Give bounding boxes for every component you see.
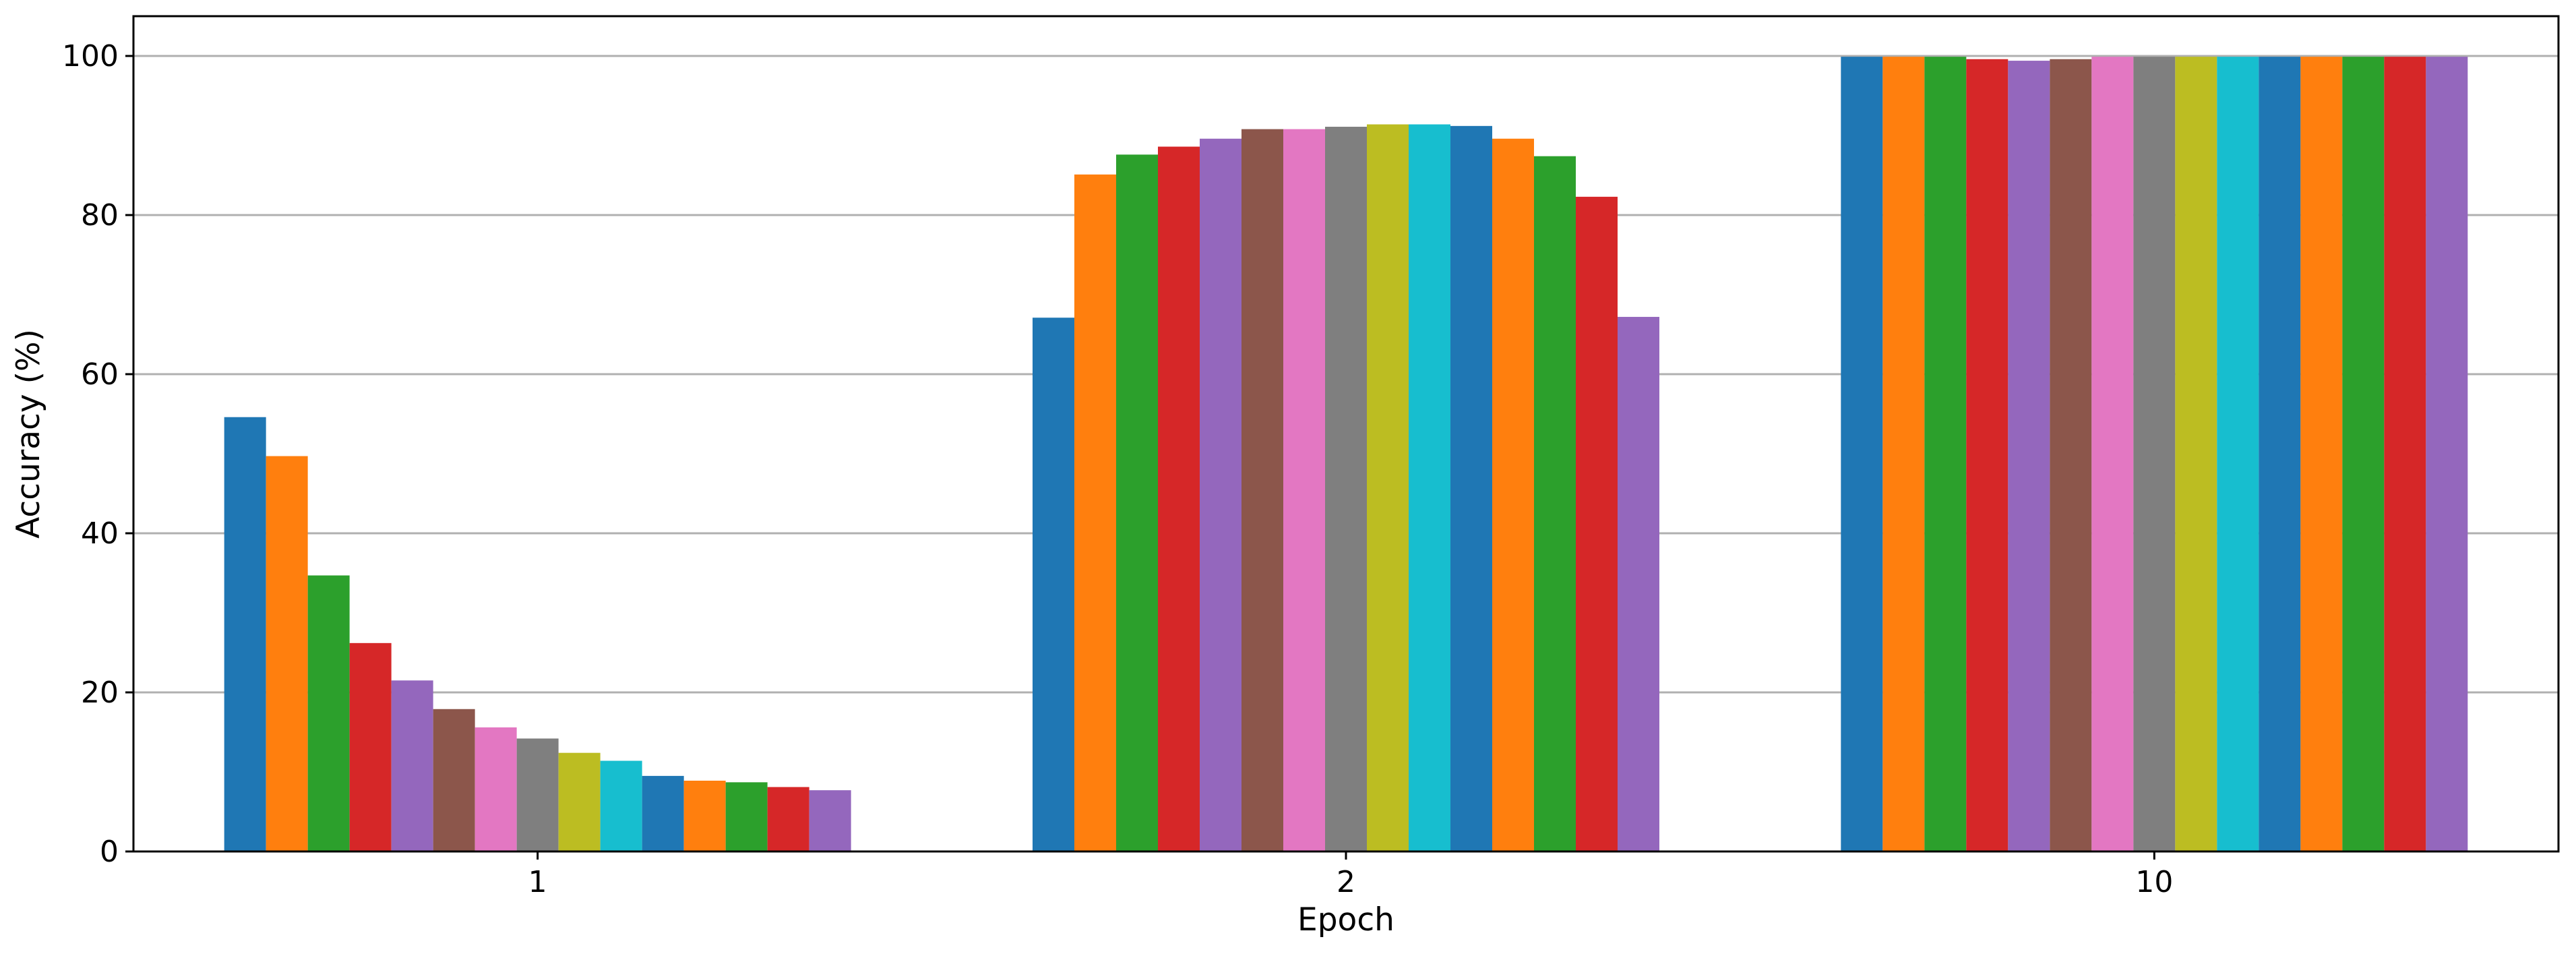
bar-epoch-10-series-11	[2259, 57, 2301, 851]
bar-epoch-2-series-1	[1033, 318, 1074, 852]
y-tick-label-80: 80	[81, 198, 119, 233]
bar-epoch-10-series-2	[1882, 57, 1925, 851]
bar-epoch-10-series-6	[2050, 59, 2092, 852]
bar-epoch-2-series-6	[1241, 129, 1283, 851]
bar-epoch-2-series-7	[1283, 129, 1325, 851]
bar-epoch-1-series-7	[474, 727, 517, 851]
x-axis: 1 2 10	[528, 851, 2173, 899]
bar-epoch-2-series-2	[1074, 174, 1116, 851]
bar-epoch-10-series-13	[2342, 57, 2385, 851]
y-tick-label-60: 60	[81, 357, 119, 392]
bar-epoch-1-series-9	[558, 752, 601, 851]
bar-epoch-2-series-14	[1576, 196, 1618, 851]
bar-epoch-10-series-12	[2300, 57, 2343, 851]
bar-epoch-2-series-12	[1492, 138, 1534, 852]
x-axis-label: Epoch	[1297, 901, 1394, 938]
bar-epoch-10-series-3	[1924, 57, 1967, 851]
x-tick-label-10: 10	[2135, 865, 2173, 899]
bar-epoch-10-series-9	[2175, 57, 2217, 851]
bar-epoch-1-series-8	[516, 738, 559, 851]
bar-epoch-1-series-4	[349, 642, 392, 851]
bar-epoch-1-series-14	[767, 787, 809, 851]
bar-epoch-2-series-4	[1158, 146, 1200, 851]
bar-epoch-1-series-2	[266, 456, 308, 851]
y-tick-label-20: 20	[81, 676, 119, 710]
bar-epoch-1-series-10	[600, 760, 642, 851]
bar-epoch-2-series-15	[1618, 317, 1659, 851]
x-tick-label-1: 1	[528, 865, 547, 899]
bar-epoch-1-series-13	[725, 782, 768, 851]
bar-epoch-1-series-15	[809, 790, 851, 851]
bar-epoch-1-series-11	[642, 775, 684, 851]
y-tick-label-100: 100	[62, 39, 119, 73]
y-axis-label: Accuracy (%)	[10, 329, 47, 539]
bar-epoch-2-series-11	[1450, 125, 1492, 852]
y-tick-label-0: 0	[100, 835, 119, 869]
bar-epoch-10-series-4	[1966, 59, 2008, 852]
bar-epoch-1-series-12	[683, 780, 726, 851]
bar-epoch-2-series-13	[1534, 156, 1576, 852]
bar-epoch-10-series-5	[2008, 61, 2050, 852]
bar-epoch-2-series-3	[1116, 154, 1158, 851]
bar-epoch-10-series-1	[1841, 57, 1883, 851]
bar-epoch-1-series-1	[224, 417, 266, 851]
bar-epoch-2-series-8	[1325, 127, 1367, 851]
bar-epoch-2-series-5	[1200, 138, 1241, 852]
y-axis: 0 20 40 60 80 100	[62, 39, 133, 869]
bar-epoch-1-series-5	[391, 680, 433, 851]
bar-epoch-10-series-8	[2133, 57, 2176, 851]
bar-epoch-2-series-10	[1409, 124, 1450, 852]
bar-epoch-10-series-14	[2384, 57, 2426, 851]
bar-epoch-10-series-7	[2091, 57, 2134, 851]
y-tick-label-40: 40	[81, 516, 119, 551]
bar-epoch-1-series-6	[433, 709, 475, 851]
bar-epoch-1-series-3	[307, 575, 350, 851]
bar-epoch-10-series-15	[2426, 57, 2468, 851]
bars	[224, 57, 2468, 852]
bar-epoch-2-series-9	[1367, 124, 1409, 852]
x-tick-label-2: 2	[1337, 865, 1355, 899]
bar-epoch-10-series-10	[2217, 57, 2259, 851]
